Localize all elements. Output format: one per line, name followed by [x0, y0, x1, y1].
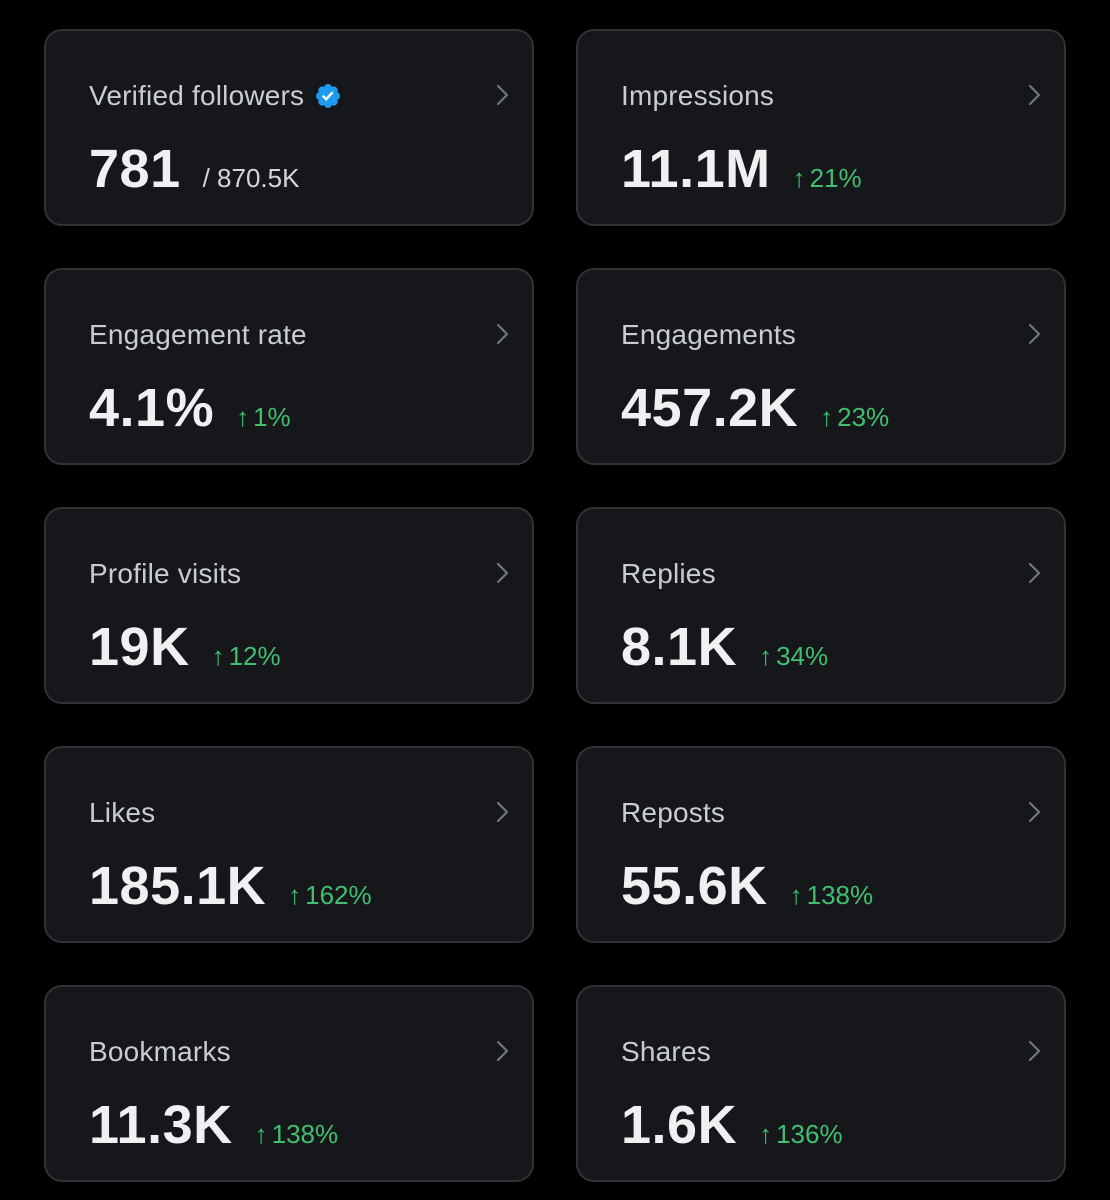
arrow-up-icon: ↑ [254, 1119, 268, 1149]
card-change: ↑ 138% [790, 880, 874, 911]
card-reposts[interactable]: Reposts 55.6K ↑ 138% [576, 746, 1066, 943]
card-label-row: Bookmarks [89, 1035, 231, 1069]
card-value: 457.2K [621, 378, 799, 438]
chevron-right-icon[interactable] [1026, 320, 1044, 348]
card-label-row: Impressions [621, 79, 774, 113]
card-value: 19K [89, 617, 190, 677]
card-label: Engagement rate [89, 319, 307, 350]
analytics-grid: Verified followers 781 / 870.5K Impressi… [44, 29, 1066, 1182]
card-value: 11.3K [89, 1095, 233, 1155]
card-value-row: 781 / 870.5K [89, 139, 299, 199]
card-label: Shares [621, 1036, 711, 1067]
chevron-right-icon[interactable] [494, 798, 512, 826]
chevron-right-icon[interactable] [494, 559, 512, 587]
chevron-right-icon[interactable] [1026, 798, 1044, 826]
card-change: ↑ 136% [759, 1119, 843, 1150]
card-value: 8.1K [621, 617, 738, 677]
card-verified-followers[interactable]: Verified followers 781 / 870.5K [44, 29, 534, 226]
card-label-row: Likes [89, 796, 155, 830]
card-change-value: 138% [271, 1119, 339, 1149]
card-change: ↑ 12% [212, 641, 281, 672]
card-change-value: 21% [809, 163, 862, 193]
card-change-value: 34% [776, 641, 829, 671]
arrow-up-icon: ↑ [789, 880, 803, 910]
card-value-row: 457.2K ↑ 23% [621, 378, 889, 438]
card-engagements[interactable]: Engagements 457.2K ↑ 23% [576, 268, 1066, 465]
card-label: Reposts [621, 797, 726, 828]
card-label-row: Verified followers [89, 79, 342, 113]
arrow-up-icon: ↑ [820, 402, 834, 432]
arrow-up-icon: ↑ [792, 163, 806, 193]
card-value: 11.1M [621, 139, 771, 199]
card-change: ↑ 23% [820, 402, 889, 433]
arrow-up-icon: ↑ [759, 1119, 773, 1149]
card-value-row: 8.1K ↑ 34% [621, 617, 828, 677]
card-value: 185.1K [89, 856, 267, 916]
card-subvalue: / 870.5K [202, 163, 300, 193]
chevron-right-icon[interactable] [494, 320, 512, 348]
card-change: ↑ 1% [236, 402, 291, 433]
card-replies[interactable]: Replies 8.1K ↑ 34% [576, 507, 1066, 704]
card-profile-visits[interactable]: Profile visits 19K ↑ 12% [44, 507, 534, 704]
card-value: 781 [89, 139, 181, 199]
card-change-value: 138% [806, 880, 874, 910]
chevron-right-icon[interactable] [494, 81, 512, 109]
card-label-row: Engagements [621, 318, 796, 352]
card-change-value: 1% [253, 402, 291, 432]
card-shares[interactable]: Shares 1.6K ↑ 136% [576, 985, 1066, 1182]
chevron-right-icon[interactable] [1026, 559, 1044, 587]
card-label-row: Profile visits [89, 557, 241, 591]
card-value-row: 1.6K ↑ 136% [621, 1095, 843, 1155]
verified-badge-icon [316, 84, 341, 108]
card-change: ↑ 21% [793, 163, 862, 194]
card-label: Engagements [621, 319, 796, 350]
card-value: 1.6K [621, 1095, 738, 1155]
card-value-row: 55.6K ↑ 138% [621, 856, 873, 916]
card-change-value: 12% [228, 641, 281, 671]
card-label: Profile visits [89, 558, 242, 589]
card-bookmarks[interactable]: Bookmarks 11.3K ↑ 138% [44, 985, 534, 1182]
card-label-row: Engagement rate [89, 318, 307, 352]
card-value: 55.6K [621, 856, 768, 916]
arrow-up-icon: ↑ [236, 402, 250, 432]
card-value-row: 11.3K ↑ 138% [89, 1095, 338, 1155]
card-change-value: 162% [305, 880, 372, 910]
card-value: 4.1% [89, 378, 215, 438]
arrow-up-icon: ↑ [211, 641, 225, 671]
arrow-up-icon: ↑ [288, 880, 302, 910]
card-label-row: Replies [621, 557, 716, 591]
card-change-value: 23% [837, 402, 890, 432]
card-value-row: 185.1K ↑ 162% [89, 856, 372, 916]
card-label: Impressions [621, 80, 775, 111]
card-label-row: Reposts [621, 796, 725, 830]
card-label: Bookmarks [89, 1036, 231, 1067]
card-value-row: 4.1% ↑ 1% [89, 378, 291, 438]
card-value-row: 19K ↑ 12% [89, 617, 281, 677]
card-label: Verified followers [89, 80, 305, 111]
card-label: Replies [621, 558, 716, 589]
card-change: ↑ 138% [255, 1119, 339, 1150]
card-impressions[interactable]: Impressions 11.1M ↑ 21% [576, 29, 1066, 226]
card-likes[interactable]: Likes 185.1K ↑ 162% [44, 746, 534, 943]
card-label: Likes [89, 797, 156, 828]
chevron-right-icon[interactable] [1026, 81, 1044, 109]
chevron-right-icon[interactable] [1026, 1037, 1044, 1065]
card-change: ↑ 162% [288, 880, 372, 911]
card-value-row: 11.1M ↑ 21% [621, 139, 862, 199]
card-change: ↑ 34% [759, 641, 828, 672]
arrow-up-icon: ↑ [759, 641, 773, 671]
card-change-value: 136% [776, 1119, 843, 1149]
card-label-row: Shares [621, 1035, 711, 1069]
card-engagement-rate[interactable]: Engagement rate 4.1% ↑ 1% [44, 268, 534, 465]
chevron-right-icon[interactable] [494, 1037, 512, 1065]
